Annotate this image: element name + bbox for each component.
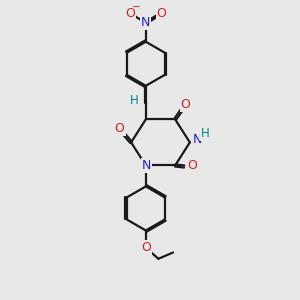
Text: O: O bbox=[181, 98, 190, 111]
Text: N: N bbox=[193, 133, 203, 146]
Text: O: O bbox=[115, 122, 124, 135]
Text: O: O bbox=[125, 7, 135, 20]
Text: H: H bbox=[201, 127, 209, 140]
Text: N: N bbox=[141, 16, 151, 29]
Text: N: N bbox=[142, 159, 151, 172]
Text: H: H bbox=[130, 94, 139, 107]
Text: −: − bbox=[132, 2, 140, 12]
Text: O: O bbox=[157, 7, 166, 20]
Text: O: O bbox=[141, 241, 151, 254]
Text: O: O bbox=[187, 159, 197, 172]
